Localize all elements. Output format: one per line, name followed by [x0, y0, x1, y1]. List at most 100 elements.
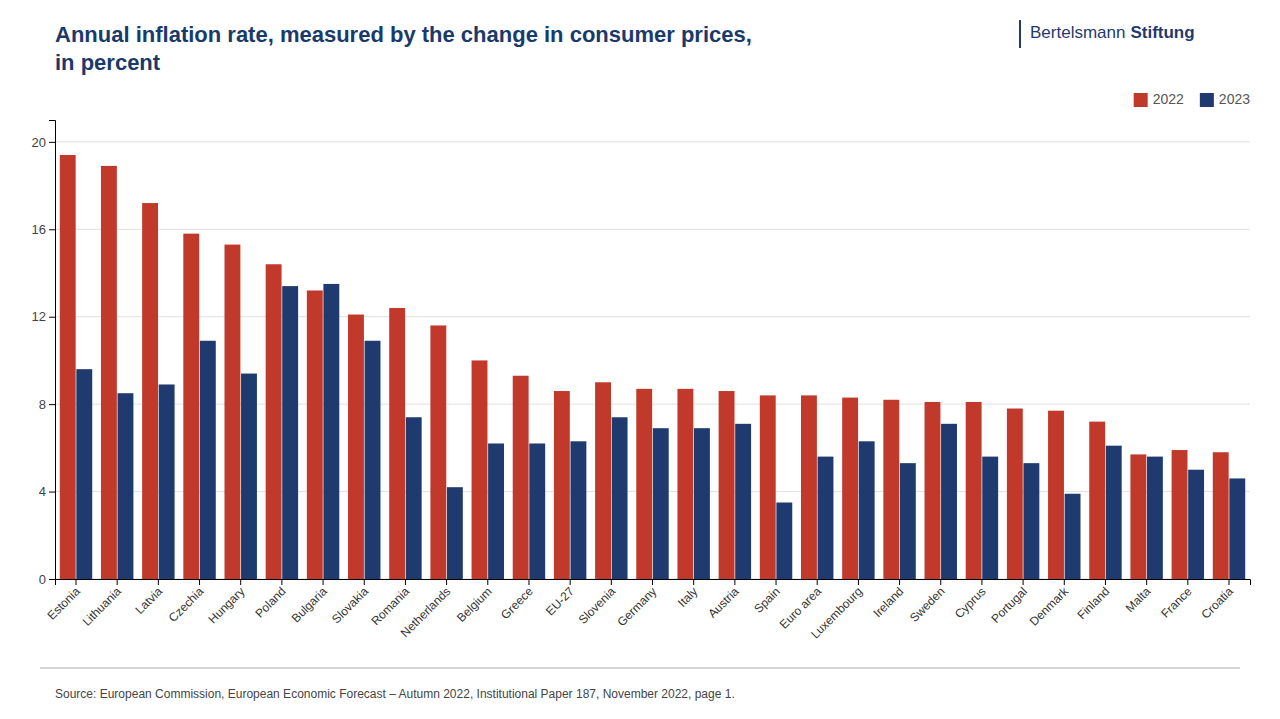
bar — [200, 341, 216, 579]
bar — [925, 402, 941, 579]
bar — [323, 284, 339, 579]
bar — [159, 384, 175, 579]
x-tick: Belgium — [454, 579, 495, 625]
legend: 2022 2023 — [1134, 91, 1251, 107]
x-tick: Czechia — [166, 579, 207, 625]
x-tick: Slovakia — [329, 579, 371, 626]
bar — [1048, 411, 1064, 579]
x-tick: Bulgaria — [289, 579, 330, 625]
bar — [776, 503, 792, 580]
x-tick-label: Italy — [675, 584, 700, 609]
grid-line — [55, 141, 1250, 142]
bar — [1106, 446, 1122, 579]
bar — [365, 341, 381, 579]
bar — [472, 360, 488, 579]
x-tick: France — [1158, 579, 1195, 621]
x-tick: Netherlands — [398, 579, 454, 640]
bar — [595, 382, 611, 579]
bar — [1172, 450, 1188, 579]
x-tick: Finland — [1075, 579, 1113, 622]
bar — [1065, 494, 1081, 579]
x-tick: Germany — [614, 579, 659, 629]
x-tick: Latvia — [133, 579, 166, 617]
x-tick-mark — [281, 579, 282, 585]
x-tick-label: Luxembourg — [808, 584, 865, 641]
bar — [183, 234, 199, 579]
x-tick: Italy — [675, 579, 700, 610]
x-tick-mark — [364, 579, 365, 585]
x-tick-label: Greece — [498, 584, 536, 622]
bar — [554, 391, 570, 579]
y-tick: 16 — [32, 222, 55, 237]
legend-label: 2023 — [1219, 91, 1250, 107]
bar — [719, 391, 735, 579]
x-tick-label: Spain — [751, 584, 783, 616]
bar — [982, 457, 998, 579]
legend-item: 2022 — [1134, 91, 1184, 107]
bar — [60, 155, 76, 579]
x-tick-label: Portugal — [988, 584, 1030, 626]
y-tick-label: 20 — [32, 135, 46, 150]
x-tick-label: Latvia — [133, 584, 166, 617]
x-tick-label: EU-27 — [543, 584, 577, 618]
bar — [677, 389, 693, 579]
x-tick-mark — [1105, 579, 1106, 585]
bar — [101, 166, 117, 579]
x-tick-mark — [487, 579, 488, 585]
bar — [636, 389, 652, 579]
y-tick-label: 4 — [39, 484, 46, 499]
x-tick-mark — [899, 579, 900, 585]
title-line: Annual inflation rate, measured by the c… — [55, 22, 752, 47]
x-tick-mark — [611, 579, 612, 585]
y-tick-mark — [49, 317, 55, 318]
title-line: in percent — [55, 50, 161, 75]
x-tick-label: Malta — [1123, 584, 1154, 615]
x-tick-mark — [1064, 579, 1065, 585]
title: Annual inflation rate, measured by the c… — [55, 22, 752, 75]
bar — [818, 457, 834, 579]
bar — [389, 308, 405, 579]
x-tick-label: Ireland — [871, 584, 907, 620]
plot: 048121620EstoniaLithuaniaLatviaCzechiaHu… — [32, 121, 1251, 642]
bar — [653, 428, 669, 579]
x-tick: Austria — [705, 579, 742, 621]
bar — [307, 290, 323, 579]
x-tick: Estonia — [45, 579, 83, 623]
x-tick: Portugal — [988, 579, 1030, 626]
x-tick-label: Lithuania — [80, 584, 125, 629]
bar — [406, 417, 422, 579]
y-tick-mark — [49, 404, 55, 405]
x-tick-label: Finland — [1075, 584, 1113, 622]
x-tick-mark — [858, 579, 859, 585]
bar — [735, 424, 751, 579]
bar — [1188, 470, 1204, 579]
bar — [1130, 454, 1146, 579]
x-tick-label: Germany — [614, 584, 659, 629]
x-tick-label: Slovakia — [329, 584, 371, 626]
grid-line — [55, 229, 1250, 230]
x-tick-mark — [240, 579, 241, 585]
x-tick: Malta — [1123, 579, 1154, 615]
x-tick: Ireland — [871, 579, 907, 620]
x-tick: EU-27 — [543, 579, 577, 618]
x-tick: Cyprus — [952, 579, 989, 621]
bar — [900, 463, 916, 579]
bar — [118, 393, 134, 579]
y-tick-mark — [49, 579, 55, 580]
bar — [224, 245, 240, 579]
x-tick-mark — [323, 579, 324, 585]
annotation: Bertelsmann — [1030, 23, 1125, 42]
x-tick-mark — [199, 579, 200, 585]
x-tick-label: Cyprus — [952, 584, 989, 621]
x-tick-label: Czechia — [166, 584, 207, 625]
x-tick-mark — [817, 579, 818, 585]
bar — [1023, 463, 1039, 579]
x-tick-label: France — [1158, 584, 1195, 621]
x-tick: Croatia — [1199, 579, 1236, 622]
bar — [760, 395, 776, 579]
x-axis-line — [56, 580, 1251, 586]
x-tick-mark — [117, 579, 118, 585]
bar — [859, 441, 875, 579]
x-tick-label: Netherlands — [398, 584, 454, 640]
x-tick: Lithuania — [80, 579, 125, 629]
